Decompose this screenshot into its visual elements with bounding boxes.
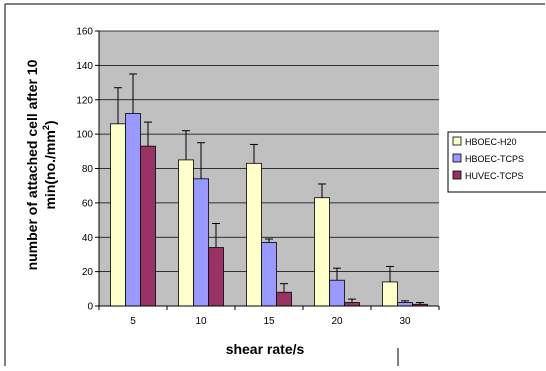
y-tick-label: 100 [76,130,93,141]
bar-hboec-tcps-10 [193,178,209,307]
y-tick-label: 80 [82,164,94,175]
y-axis-title: number of attached cell after 10 min(no.… [24,59,58,270]
legend-label: HBOEC-TCPS [465,154,524,164]
legend-swatch [452,136,462,146]
y-axis-title-main: min(no./mm [42,130,58,209]
y-axis-title-end: ) [42,120,58,125]
bar-huvec-tcps-5 [140,145,156,307]
x-tick-label: 15 [263,316,275,327]
bar-huvec-tcps-10 [208,247,224,307]
bar-huvec-tcps-20 [344,302,360,307]
legend: HBOEC-H20 HBOEC-TCPS HUVEC-TCPS [447,131,546,193]
bar-hboec-h20-30 [382,281,398,307]
y-tick-label: 140 [76,61,93,72]
y-tick-label: 0 [87,302,93,313]
y-tick-label: 60 [82,198,94,209]
legend-label: HBOEC-H20 [465,137,517,147]
y-axis-title-superscript: 2 [41,125,51,130]
x-tick-label: 20 [331,316,343,327]
legend-swatch [452,153,462,163]
bar-huvec-tcps-15 [276,291,292,307]
y-axis-title-line2: min(no./mm2) [41,120,58,209]
bars-layer [110,73,428,307]
bar-hboec-tcps-15 [261,242,277,307]
x-axis-title: shear rate/s [226,341,305,357]
legend-swatch [452,170,462,180]
legend-box [447,131,546,193]
y-tick-label: 120 [76,95,93,106]
x-tick-label: 30 [399,316,411,327]
legend-label: HUVEC-TCPS [465,171,524,181]
x-tick-label: 10 [195,316,207,327]
bar-hboec-h20-10 [178,159,194,307]
bar-hboec-tcps-20 [329,279,345,307]
y-tick-label: 20 [82,267,94,278]
bar-hboec-h20-20 [314,197,330,307]
bar-hboec-h20-5 [110,123,126,307]
bar-hboec-tcps-5 [125,113,141,307]
bar-hboec-h20-15 [246,162,262,307]
x-tick-label: 5 [130,316,136,327]
axes: 0 20 40 60 80 100 120 140 160 5 10 15 20 30 [76,27,440,327]
bar-hboec-tcps-30 [397,302,413,307]
y-tick-label: 160 [76,27,93,38]
y-axis-title-line1: number of attached cell after 10 [24,59,40,270]
y-tick-label: 40 [82,233,94,244]
